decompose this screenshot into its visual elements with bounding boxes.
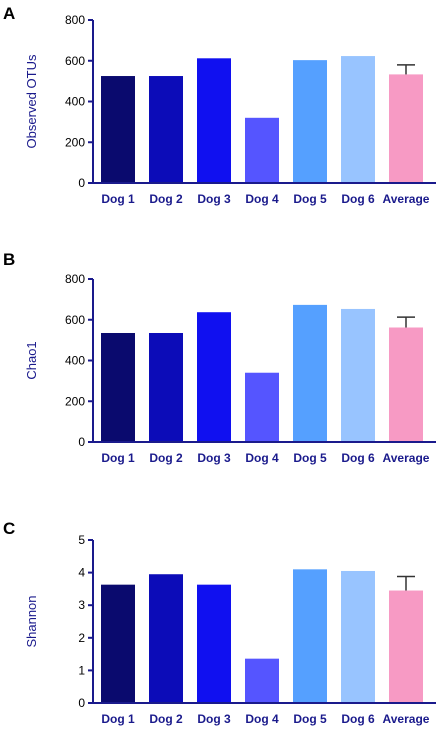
bar-average (389, 590, 423, 703)
bar-dog-5 (293, 569, 327, 703)
y-tick-label: 0 (78, 696, 85, 710)
chart-chao1: 0 200 400 600 800 Dog 1 Dog 2 Dog 3 Dog 4 Dog 5 Do… (24, 272, 436, 465)
y-axis-label: Chao1 (24, 341, 39, 379)
y-tick-label: 1 (78, 663, 85, 677)
x-tick-label: Dog 3 (197, 451, 231, 465)
x-tick-label: Dog 1 (101, 712, 135, 726)
y-tick-label: 400 (65, 354, 85, 368)
panel-a: A 0 200 400 600 800 Dog 1 Dog 2 Dog 3 Dog 4 Dog 5… (3, 4, 436, 206)
x-tick-label: Dog 4 (245, 451, 279, 465)
x-tick-label: Dog 4 (245, 712, 279, 726)
y-tick-label: 800 (65, 272, 85, 286)
y-tick-label: 600 (65, 54, 85, 68)
chart-observed-otus: 0 200 400 600 800 Dog 1 Dog 2 Dog 3 Dog 4 Dog 5 Do… (24, 13, 436, 206)
y-axis-label: Observed OTUs (24, 54, 39, 148)
bar-dog-4 (245, 117, 279, 183)
bar-dog-6 (341, 308, 375, 442)
x-tick-label: Dog 6 (341, 712, 375, 726)
bar-dog-2 (149, 76, 183, 183)
y-tick-label: 3 (78, 598, 85, 612)
x-tick-label: Average (383, 192, 430, 206)
bar-dog-2 (149, 332, 183, 442)
y-axis-label: Shannon (24, 595, 39, 647)
y-tick-label: 0 (78, 176, 85, 190)
x-tick-label: Average (383, 712, 430, 726)
x-tick-label: Dog 1 (101, 451, 135, 465)
y-tick-label: 200 (65, 394, 85, 408)
x-tick-label: Dog 5 (293, 192, 327, 206)
bar-average (389, 74, 423, 183)
x-tick-label: Dog 5 (293, 451, 327, 465)
bar-dog-3 (197, 312, 231, 442)
bar-dog-6 (341, 570, 375, 703)
y-tick-label: 600 (65, 313, 85, 327)
bar-dog-1 (101, 584, 135, 703)
bar-dog-4 (245, 658, 279, 703)
bar-dog-3 (197, 584, 231, 703)
bar-dog-3 (197, 58, 231, 183)
x-tick-label: Dog 3 (197, 712, 231, 726)
x-tick-label: Dog 1 (101, 192, 135, 206)
bar-average (389, 327, 423, 442)
y-tick-label: 400 (65, 95, 85, 109)
bar-dog-2 (149, 574, 183, 703)
bar-dog-1 (101, 332, 135, 442)
bar-dog-6 (341, 56, 375, 183)
x-tick-label: Dog 2 (149, 712, 183, 726)
x-tick-label: Dog 6 (341, 451, 375, 465)
x-tick-label: Dog 2 (149, 192, 183, 206)
bar-dog-4 (245, 372, 279, 442)
panel-c: C 0 1 2 3 4 5 Dog 1 Dog 2 Dog 3 Dog 4 Dog 5 Dog 6 Av… (3, 519, 436, 726)
x-tick-label: Dog 5 (293, 712, 327, 726)
panel-letter-a: A (3, 4, 15, 23)
bar-dog-1 (101, 76, 135, 183)
panel-b: B 0 200 400 600 800 Dog 1 Dog 2 Dog 3 Dog 4 Dog 5… (3, 250, 436, 465)
bar-dog-5 (293, 60, 327, 183)
chart-shannon: 0 1 2 3 4 5 Dog 1 Dog 2 Dog 3 Dog 4 Dog 5 Dog 6 Aver… (24, 533, 436, 726)
y-tick-label: 5 (78, 533, 85, 547)
y-tick-label: 2 (78, 631, 85, 645)
x-tick-label: Average (383, 451, 430, 465)
bar-dog-5 (293, 304, 327, 442)
y-tick-label: 4 (78, 566, 85, 580)
y-tick-label: 800 (65, 13, 85, 27)
panel-letter-b: B (3, 250, 15, 269)
x-tick-label: Dog 4 (245, 192, 279, 206)
x-tick-label: Dog 6 (341, 192, 375, 206)
panel-letter-c: C (3, 519, 15, 538)
y-tick-label: 200 (65, 135, 85, 149)
x-tick-label: Dog 3 (197, 192, 231, 206)
x-tick-label: Dog 2 (149, 451, 183, 465)
y-tick-label: 0 (78, 435, 85, 449)
